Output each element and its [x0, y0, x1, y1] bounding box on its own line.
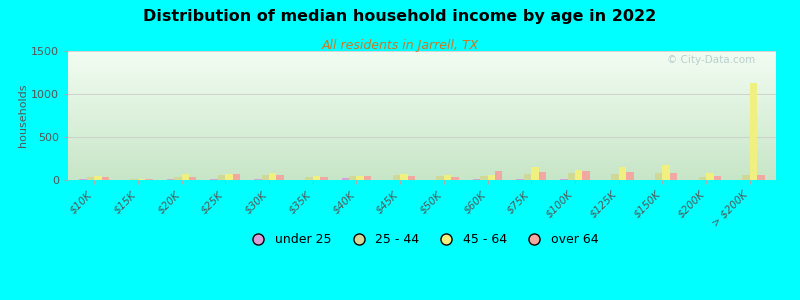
- Bar: [364, 176, 371, 180]
- Bar: [487, 175, 495, 180]
- Bar: [531, 167, 538, 180]
- Bar: [174, 177, 182, 180]
- Bar: [670, 173, 678, 180]
- Bar: [742, 175, 750, 180]
- Bar: [655, 173, 662, 180]
- Bar: [480, 176, 487, 180]
- Text: Distribution of median household income by age in 2022: Distribution of median household income …: [143, 9, 657, 24]
- Bar: [79, 179, 86, 180]
- Bar: [407, 176, 415, 180]
- Bar: [306, 177, 313, 180]
- Bar: [218, 175, 226, 180]
- Bar: [524, 174, 531, 180]
- Bar: [400, 174, 407, 180]
- Bar: [758, 175, 765, 180]
- Bar: [342, 178, 349, 180]
- Bar: [538, 172, 546, 180]
- Bar: [437, 176, 444, 180]
- Bar: [313, 176, 320, 180]
- Bar: [575, 170, 582, 180]
- Bar: [182, 174, 189, 180]
- Bar: [714, 176, 721, 180]
- Legend: under 25, 25 - 44, 45 - 64, over 64: under 25, 25 - 44, 45 - 64, over 64: [241, 228, 603, 251]
- Bar: [94, 176, 102, 180]
- Bar: [611, 174, 618, 180]
- Bar: [233, 174, 240, 180]
- Bar: [626, 172, 634, 180]
- Bar: [495, 170, 502, 180]
- Bar: [102, 177, 109, 180]
- Bar: [277, 175, 284, 180]
- Bar: [189, 177, 197, 180]
- Bar: [560, 179, 567, 180]
- Bar: [269, 173, 277, 180]
- Bar: [254, 179, 262, 180]
- Bar: [210, 179, 218, 180]
- Bar: [473, 179, 480, 180]
- Bar: [320, 177, 328, 180]
- Bar: [517, 179, 524, 180]
- Bar: [349, 176, 357, 180]
- Bar: [567, 173, 575, 180]
- Bar: [130, 179, 138, 180]
- Text: All residents in Jarrell, TX: All residents in Jarrell, TX: [322, 39, 478, 52]
- Bar: [146, 179, 153, 180]
- Bar: [357, 176, 364, 180]
- Text: © City-Data.com: © City-Data.com: [666, 55, 754, 65]
- Bar: [226, 174, 233, 180]
- Bar: [662, 165, 670, 180]
- Bar: [582, 171, 590, 180]
- Y-axis label: households: households: [18, 84, 28, 147]
- Bar: [444, 175, 451, 180]
- Bar: [706, 173, 714, 180]
- Bar: [618, 167, 626, 180]
- Bar: [138, 179, 146, 180]
- Bar: [393, 175, 400, 180]
- Bar: [86, 177, 94, 180]
- Bar: [750, 83, 758, 180]
- Bar: [166, 179, 174, 180]
- Bar: [262, 175, 269, 180]
- Bar: [698, 177, 706, 180]
- Bar: [451, 177, 458, 180]
